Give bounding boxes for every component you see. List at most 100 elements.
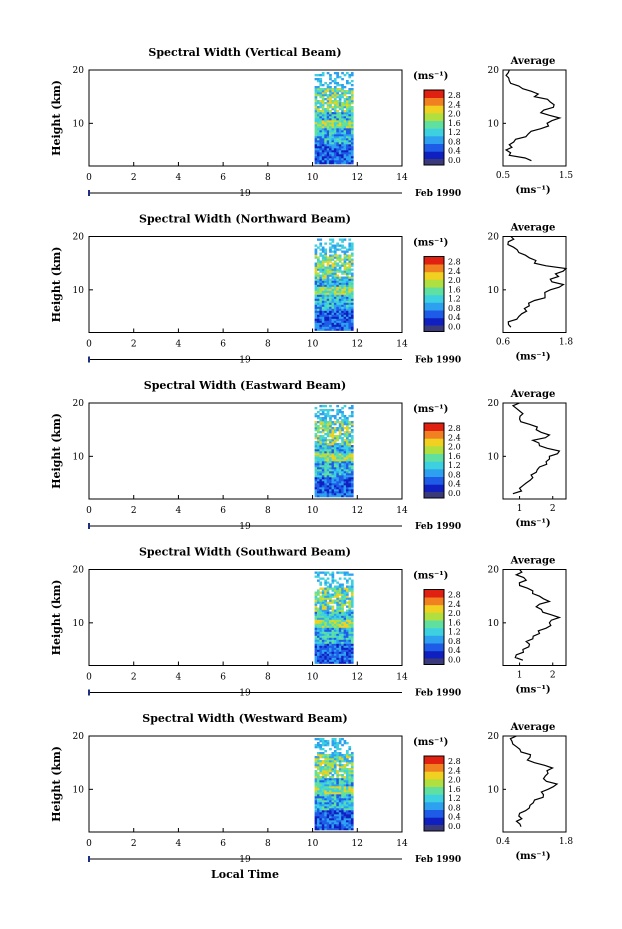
heatmap-cell [314,413,318,416]
heatmap-cell [321,411,325,414]
heatmap-cell [319,254,323,257]
heatmap-cell [326,300,330,303]
heatmap-cell [343,760,347,763]
heatmap-cell [348,74,352,77]
heatmap-cell [338,134,342,137]
heatmap-cell [319,264,323,267]
heatmap-cell [317,152,320,155]
heatmap-cell [341,806,344,809]
profile-frame [502,569,567,666]
heatmap-cell [346,625,349,628]
heatmap-cell [314,477,318,480]
heatmap-cell [350,294,354,297]
heatmap-cell [321,425,325,428]
heatmap-cell [321,822,325,825]
heatmap-cell [324,162,327,165]
heatmap-cell [317,142,320,145]
heatmap-cell [333,489,337,492]
heatmap-cell [346,473,349,476]
heatmap-cell [343,487,347,490]
heatmap-cell [346,441,349,444]
heatmap-cell [341,764,344,767]
heatmap-cell [346,421,349,424]
heatmap-cell [324,304,327,307]
heatmap-cell [338,429,342,432]
heatmap-cell [346,581,349,584]
heatmap-cell [336,322,339,325]
heatmap-cell [338,788,342,791]
heatmap-cell [317,611,320,614]
heatmap-cell [346,314,349,317]
heatmap-cell [319,431,323,434]
heatmap-cell [338,453,342,456]
heatmap-cell [336,810,339,813]
heatmap-cell [331,824,335,827]
heatmap-cell [314,272,318,275]
heatmap-cell [336,298,339,301]
heatmap-cell [317,441,320,444]
heatmap-cell [341,132,344,135]
heatmap-cell [321,601,325,604]
heatmap-cell [317,637,320,640]
heatmap-cell [326,774,330,777]
heatmap-cell [326,110,330,113]
heatmap-cell [321,812,325,815]
heatmap-cell [321,294,325,297]
heatmap-cell [324,148,327,151]
heatmap-cell [324,784,327,787]
heatmap-cell [343,110,347,113]
heatmap-cell [336,465,339,468]
heatmap-cell [343,288,347,291]
heatmap-cell [331,320,335,323]
heatmap-cell [329,114,332,117]
heatmap-cell [314,776,318,779]
heatmap-cell [319,826,323,829]
heatmap-cell [333,86,337,89]
heatmap-cell [319,114,323,117]
heatmap-cell [350,280,354,283]
heatmap-cell [319,451,323,454]
heatmap-cell [317,92,320,95]
heatmap-cell [331,308,335,311]
heatmap-cell [329,128,332,131]
heatmap-cell [341,238,344,241]
heatmap-cell [331,635,335,638]
heatmap-cell [350,641,354,644]
heatmap-cell [346,274,349,277]
heatmap-cell [324,485,327,488]
heatmap-cell [346,778,349,781]
heatmap-cell [331,774,335,777]
heatmap-cell [341,459,344,462]
heatmap-cell [346,605,349,608]
heatmap-cell [338,160,342,163]
profile-y-tick-label: 20 [488,399,500,409]
heatmap-cell [314,86,318,89]
heatmap-cell [326,148,330,151]
heatmap-cell [326,310,330,313]
heatmap-cell [343,629,347,632]
heatmap-cell [314,653,318,656]
heatmap-cell [326,160,330,163]
heatmap-cell [324,754,327,757]
heatmap-cell [346,431,349,434]
heatmap-cell [329,824,332,827]
heatmap-cell [350,435,354,438]
colorbar-tick-label: 2.0 [448,110,461,119]
heatmap-cell [343,818,347,821]
heatmap-cell [331,449,335,452]
heatmap-cell [324,812,327,815]
heatmap-cell [324,256,327,259]
heatmap-cell [350,469,354,472]
heatmap-cell [326,130,330,133]
heatmap-cell [314,619,318,622]
heatmap-cell [324,758,327,761]
heatmap-cell [336,591,339,594]
x-tick-label: 0 [86,340,92,350]
heatmap-cell [348,306,352,309]
heatmap-cell [348,238,352,241]
heatmap-cell [331,806,335,809]
heatmap-cell [350,467,354,470]
heatmap-cell [317,310,320,313]
heatmap-cell [329,477,332,480]
heatmap-cell [314,790,318,793]
